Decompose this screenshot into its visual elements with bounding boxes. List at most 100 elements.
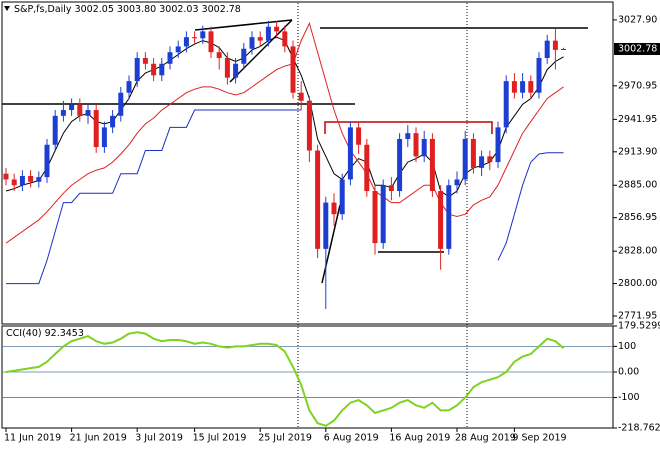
candle-body bbox=[388, 185, 394, 192]
candle-body bbox=[347, 127, 353, 180]
title-icon bbox=[4, 6, 10, 11]
x-tick-label: 16 Aug 2019 bbox=[389, 433, 450, 444]
x-tick-label: 9 Sep 2019 bbox=[512, 433, 566, 444]
candle-body bbox=[290, 46, 296, 93]
main-frame bbox=[1, 1, 614, 325]
candle-body bbox=[110, 115, 116, 128]
candle-body bbox=[257, 37, 263, 41]
candle-body bbox=[536, 57, 542, 93]
candle-body bbox=[126, 81, 132, 93]
candle-body bbox=[315, 150, 321, 249]
candle-body bbox=[561, 48, 567, 50]
candle-body bbox=[192, 37, 198, 39]
candle-body bbox=[479, 156, 485, 168]
drawn-objects bbox=[2, 19, 588, 284]
indicator-line bbox=[5, 21, 564, 244]
y-tick-label: 0.00 bbox=[618, 366, 639, 377]
x-tick-label: 25 Jul 2019 bbox=[258, 433, 312, 444]
y-tick-label: 3027.90 bbox=[618, 14, 657, 25]
candle-body bbox=[339, 179, 345, 215]
candle-body bbox=[241, 48, 247, 64]
x-tick-label: 11 Jun 2019 bbox=[4, 433, 61, 444]
candle-body bbox=[134, 57, 140, 82]
cci-frame bbox=[1, 325, 614, 429]
candle-body bbox=[528, 81, 534, 93]
candle-body bbox=[511, 81, 517, 93]
candle-body bbox=[331, 202, 337, 215]
price-label: 3002.78 bbox=[618, 43, 657, 54]
candle-body bbox=[11, 179, 17, 186]
candle-body bbox=[470, 138, 476, 168]
candle-body bbox=[438, 191, 444, 249]
y-tick-label: 2771.95 bbox=[618, 311, 657, 322]
candle-body bbox=[77, 104, 83, 116]
candle-body bbox=[413, 133, 419, 157]
candle-body bbox=[69, 104, 75, 111]
x-tick-label: 15 Jul 2019 bbox=[193, 433, 247, 444]
candle-body bbox=[85, 110, 91, 116]
candle-body bbox=[364, 144, 370, 192]
candle-body bbox=[446, 185, 452, 249]
candle-body bbox=[175, 46, 181, 53]
y-tick-label: 2828.00 bbox=[618, 246, 657, 257]
y-tick-label: -218.7625 bbox=[618, 423, 660, 434]
candle-body bbox=[60, 110, 66, 116]
candle-body bbox=[233, 63, 239, 78]
candle-body bbox=[462, 138, 468, 180]
candle-body bbox=[552, 40, 558, 50]
candle-body bbox=[265, 26, 271, 41]
candle-body bbox=[405, 133, 411, 139]
candle-body bbox=[224, 57, 230, 78]
x-tick-label: 3 Jul 2019 bbox=[135, 433, 183, 444]
candle-body bbox=[167, 52, 173, 64]
candle-body bbox=[3, 173, 9, 180]
y-tick-label: 2913.90 bbox=[618, 146, 657, 157]
candle-body bbox=[487, 156, 493, 163]
candle-body bbox=[216, 52, 222, 58]
y-tick-label: 2941.95 bbox=[618, 114, 657, 125]
y-tick-label: 100 bbox=[618, 341, 636, 352]
candle-body bbox=[118, 92, 124, 116]
candle-body bbox=[44, 144, 50, 178]
candle-body bbox=[274, 26, 280, 32]
candle-body bbox=[101, 127, 107, 148]
candle-body bbox=[28, 175, 34, 182]
candle-body bbox=[282, 31, 288, 47]
candle-body bbox=[495, 127, 501, 163]
candle-body bbox=[159, 63, 165, 76]
candle-body bbox=[503, 81, 509, 128]
y-tick-label: 2800.00 bbox=[618, 278, 657, 289]
candle-body bbox=[93, 110, 99, 148]
indicator-line bbox=[497, 152, 564, 261]
x-tick-label: 21 Jun 2019 bbox=[70, 433, 127, 444]
x-tick-label: 6 Aug 2019 bbox=[324, 433, 379, 444]
candle-body bbox=[183, 37, 189, 47]
candle-body bbox=[372, 191, 378, 244]
range-line bbox=[324, 121, 493, 134]
trend-line bbox=[229, 19, 293, 83]
candle-body bbox=[151, 63, 157, 76]
y-tick-label: 2856.95 bbox=[618, 212, 657, 223]
candle-body bbox=[323, 202, 329, 249]
candle-body bbox=[520, 81, 526, 93]
candle-body bbox=[356, 127, 362, 145]
candle-body bbox=[544, 40, 550, 58]
candle-body bbox=[306, 100, 312, 151]
candle-body bbox=[397, 138, 403, 192]
candle-body bbox=[454, 179, 460, 186]
candle-body bbox=[142, 57, 148, 64]
trend-line bbox=[321, 204, 341, 284]
indicator-line bbox=[5, 331, 565, 427]
y-tick-label: 179.5299 bbox=[618, 321, 660, 332]
candle-body bbox=[421, 138, 427, 157]
candle-body bbox=[36, 177, 42, 182]
x-tick-label: 28 Aug 2019 bbox=[455, 433, 516, 444]
candle-body bbox=[19, 175, 25, 186]
y-tick-label: 2885.00 bbox=[618, 180, 657, 191]
y-tick-label: 2970.95 bbox=[618, 80, 657, 91]
chart-title: S&P,fs,Daily 3002.05 3003.80 3002.03 300… bbox=[14, 4, 241, 15]
indicator-title: CCI(40) 92.3453 bbox=[6, 328, 84, 339]
indicator-line bbox=[6, 109, 302, 285]
candle-body bbox=[200, 31, 206, 39]
